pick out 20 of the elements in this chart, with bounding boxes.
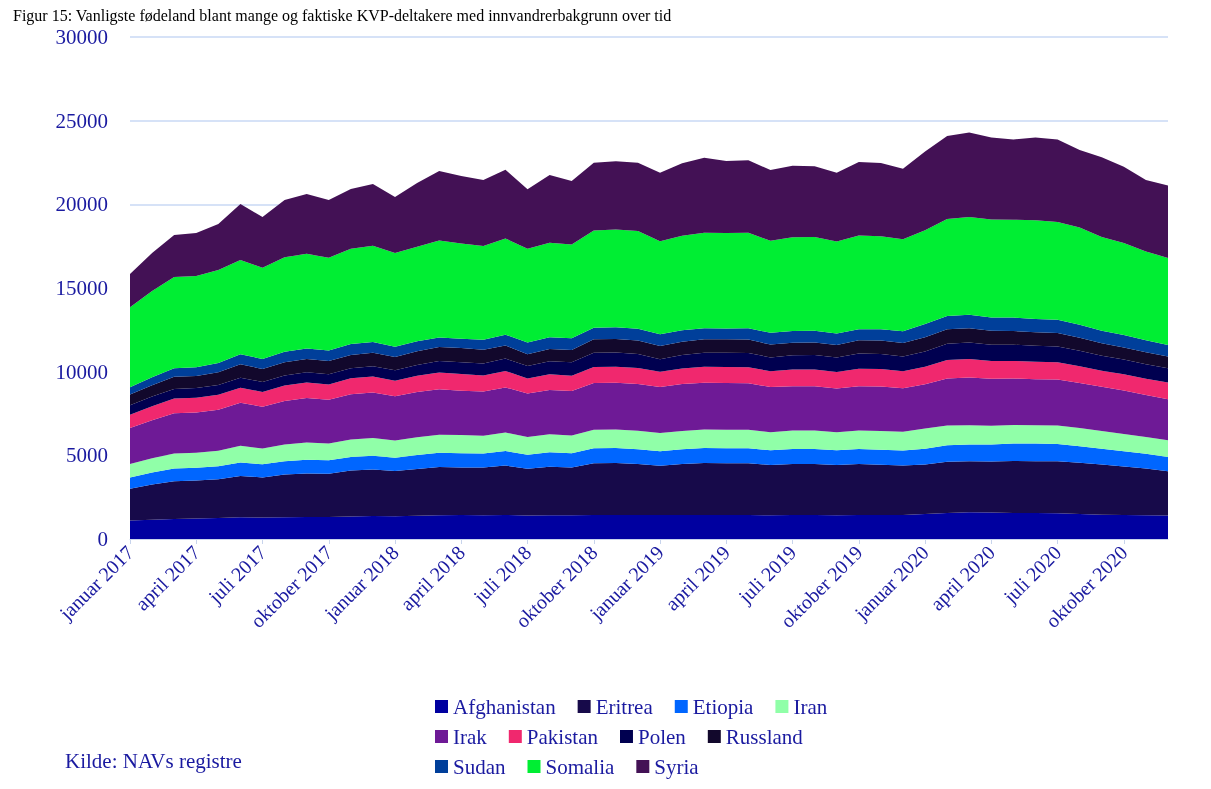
legend-label: Irak	[453, 724, 488, 749]
y-tick-label: 10000	[55, 359, 108, 384]
legend-label: Polen	[637, 724, 687, 749]
y-tick-label: 15000	[55, 276, 108, 300]
legend-label: Afghanistan	[453, 694, 557, 719]
legend-label: Iran	[793, 694, 828, 719]
y-tick-label: 0	[97, 527, 108, 551]
text: Kilde: NAVs registre	[65, 748, 242, 773]
legend-label: Russland	[725, 724, 804, 749]
legend-label: Somalia	[545, 754, 615, 779]
legend-label: Syria	[654, 754, 700, 779]
y-tick-label: 20000	[55, 192, 108, 217]
legend-label: Eritrea	[595, 694, 654, 719]
y-tick-label: 30000	[55, 25, 108, 49]
legend-label: Etiopia	[692, 694, 755, 719]
y-tick-label: 5000	[66, 443, 108, 468]
legend-label: Sudan	[453, 754, 506, 779]
chart-title: Figur 15: Vanligste fødeland blant mange og faktiske KVP-deltakere med innvandrerbakgrunn over tid	[13, 6, 672, 25]
y-tick-label: 25000	[55, 108, 108, 133]
legend-label: Pakistan	[526, 724, 599, 749]
